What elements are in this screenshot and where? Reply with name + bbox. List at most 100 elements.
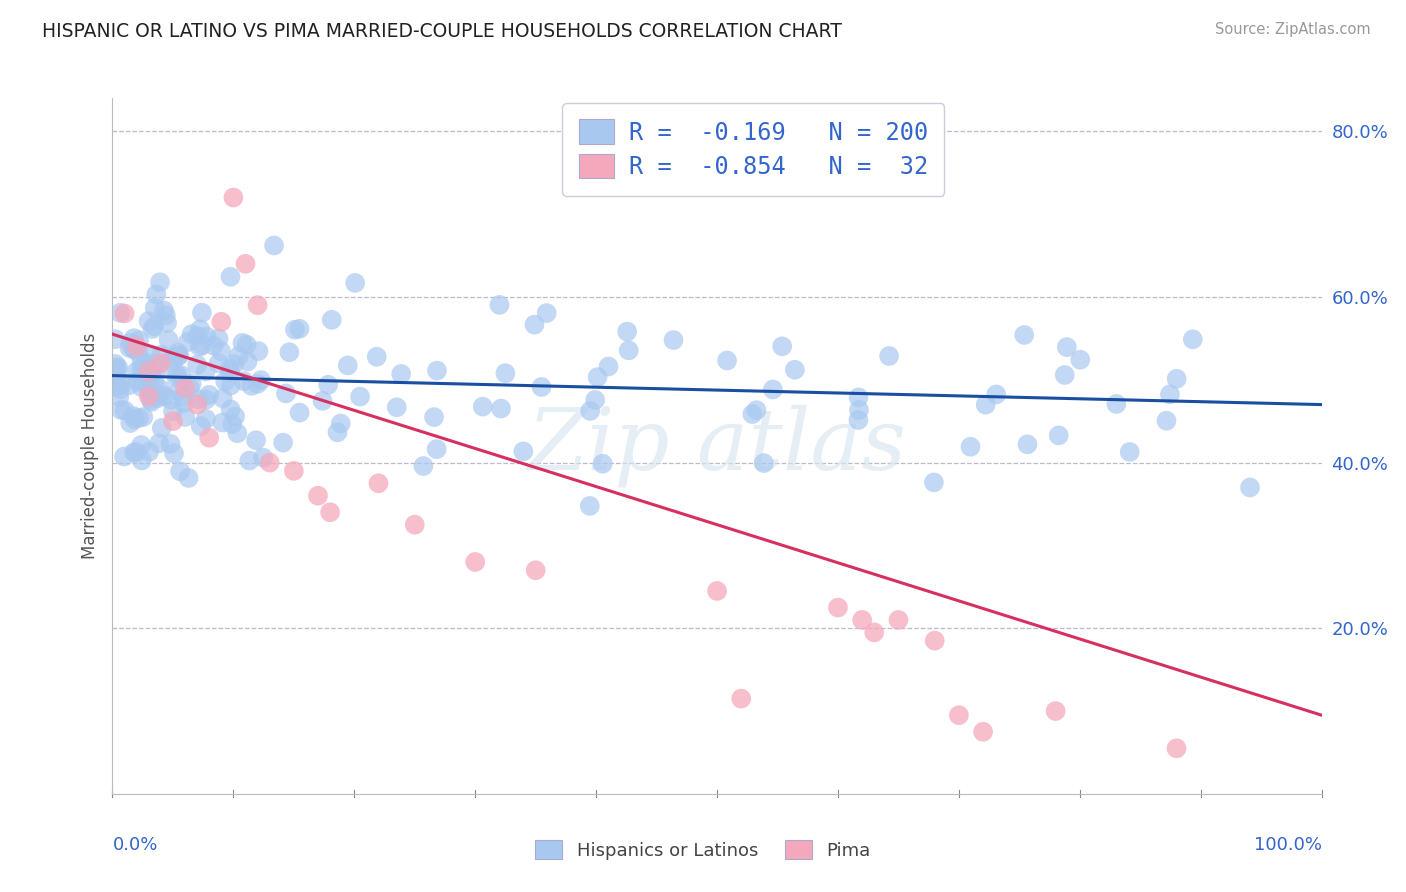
Point (284, 323, 307, 337)
Point (598, 359, 620, 374)
Point (172, 390, 194, 404)
Point (579, 499, 602, 513)
Point (187, 329, 209, 343)
Y-axis label: Married-couple Households: Married-couple Households (80, 333, 98, 559)
Point (219, 365, 242, 379)
Point (104, 374, 127, 388)
Point (105, 360, 128, 375)
Point (149, 356, 172, 370)
Point (108, 390, 131, 404)
Point (120, 336, 142, 351)
Point (523, 318, 546, 332)
Point (131, 355, 153, 369)
Point (231, 335, 253, 350)
Point (166, 367, 188, 381)
Point (617, 343, 640, 358)
Point (177, 334, 200, 349)
Point (209, 315, 232, 329)
Point (1056, 340, 1078, 354)
Point (494, 366, 516, 380)
Point (138, 389, 160, 403)
Point (922, 475, 945, 490)
Point (214, 374, 236, 388)
Point (770, 339, 793, 353)
Point (179, 381, 201, 395)
Point (246, 376, 269, 391)
Point (236, 354, 259, 368)
Point (536, 306, 558, 320)
Point (122, 341, 145, 355)
Point (129, 438, 152, 452)
Point (167, 348, 190, 362)
Point (245, 434, 267, 448)
Point (222, 190, 245, 204)
Point (110, 375, 132, 389)
Point (1159, 387, 1181, 401)
Point (307, 489, 329, 503)
Point (706, 584, 728, 599)
Point (188, 339, 211, 353)
Text: 100.0%: 100.0% (1254, 836, 1322, 854)
Point (579, 404, 602, 418)
Point (1166, 372, 1188, 386)
Point (959, 440, 981, 454)
Point (131, 453, 153, 467)
Point (122, 409, 145, 423)
Point (232, 374, 254, 388)
Point (583, 392, 606, 407)
Point (131, 380, 153, 394)
Point (149, 275, 172, 289)
Point (218, 361, 240, 376)
Point (235, 257, 257, 271)
Point (128, 411, 150, 425)
Point (162, 355, 184, 369)
Point (180, 327, 202, 342)
Point (169, 384, 191, 398)
Point (153, 303, 176, 318)
Point (174, 381, 197, 395)
Point (160, 392, 183, 407)
Point (247, 344, 270, 359)
Point (1047, 428, 1070, 442)
Point (530, 380, 553, 394)
Point (198, 431, 221, 445)
Point (219, 269, 242, 284)
Point (104, 366, 127, 380)
Point (191, 338, 214, 352)
Point (1017, 437, 1039, 451)
Point (163, 446, 186, 460)
Point (195, 329, 218, 343)
Point (1012, 328, 1035, 343)
Point (125, 340, 148, 354)
Point (118, 378, 141, 392)
Point (336, 359, 359, 373)
Point (471, 400, 494, 414)
Point (148, 436, 170, 450)
Point (195, 392, 218, 407)
Point (186, 358, 208, 372)
Point (194, 364, 217, 378)
Point (762, 383, 785, 397)
Point (1239, 480, 1261, 494)
Point (730, 691, 752, 706)
Point (104, 332, 127, 346)
Point (105, 379, 128, 393)
Point (190, 419, 212, 434)
Point (1156, 414, 1178, 428)
Point (127, 345, 149, 359)
Point (1069, 352, 1091, 367)
Point (138, 376, 160, 390)
Point (141, 368, 163, 382)
Point (349, 390, 371, 404)
Point (142, 322, 165, 336)
Point (423, 410, 446, 425)
Point (188, 322, 211, 336)
Point (157, 333, 180, 347)
Point (138, 314, 160, 328)
Point (138, 365, 160, 379)
Point (104, 361, 127, 376)
Point (162, 351, 184, 365)
Point (162, 404, 184, 418)
Point (783, 363, 806, 377)
Point (169, 464, 191, 478)
